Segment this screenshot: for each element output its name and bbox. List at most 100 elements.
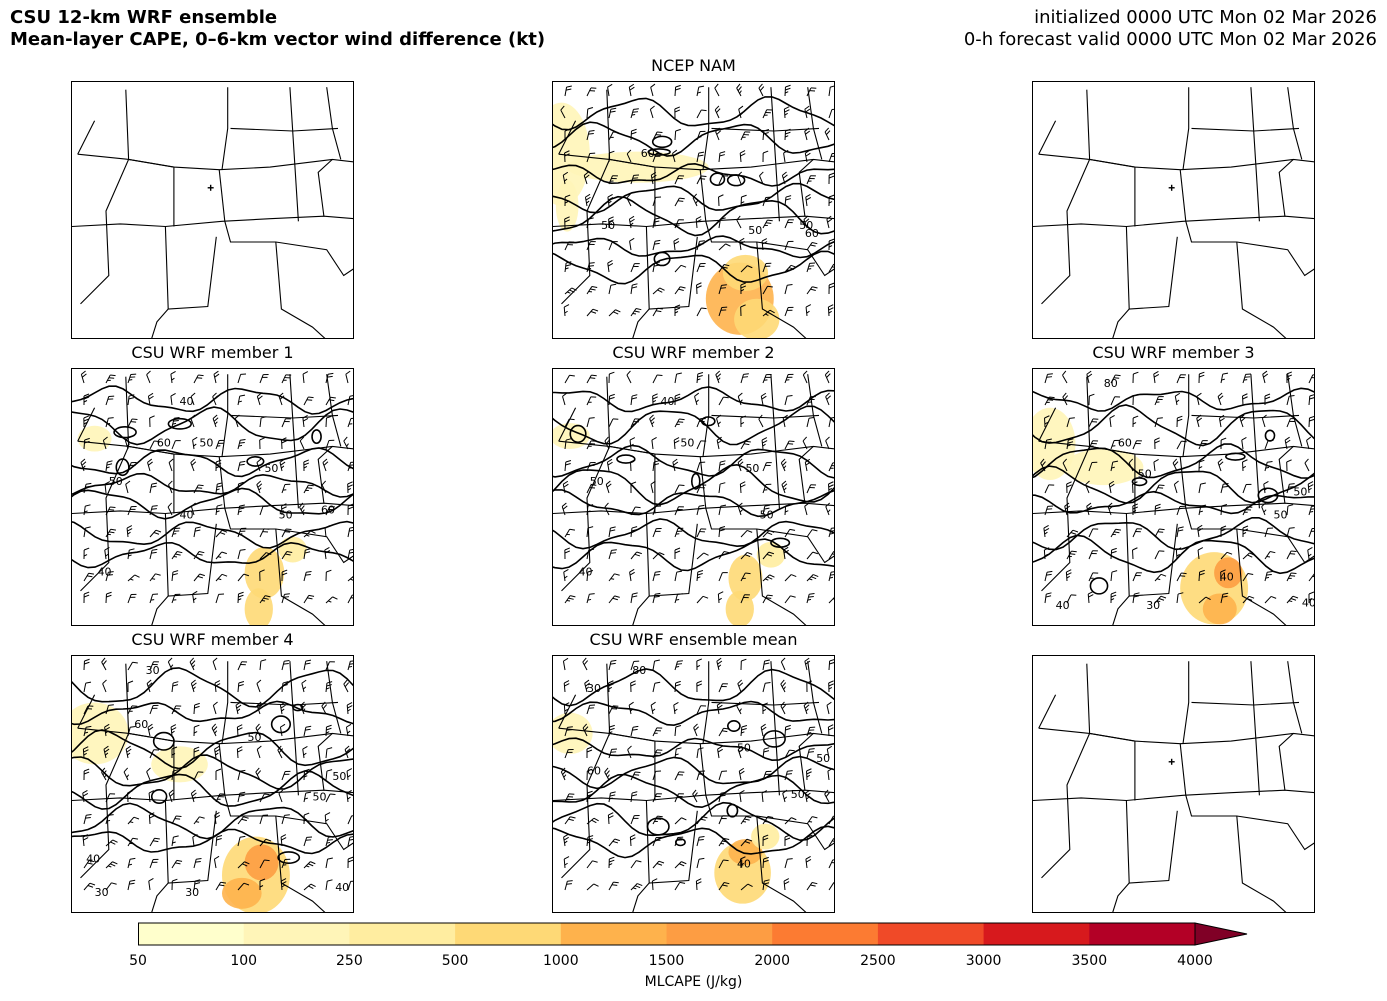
wind-barb-icon — [1220, 525, 1227, 537]
contour-loop — [651, 135, 673, 149]
wind-barb-icon — [716, 436, 723, 450]
wind-barb-icon — [652, 552, 665, 560]
state-boundary — [1287, 374, 1303, 447]
wind-barb-icon — [784, 219, 794, 229]
wind-barb-icon — [626, 370, 632, 384]
wind-barb-icon — [718, 859, 729, 869]
wind-barb-icon — [784, 395, 793, 406]
wind-barb-icon — [827, 304, 834, 317]
wind-barb-icon — [83, 705, 94, 715]
cape-area — [244, 588, 273, 625]
contour-loop — [726, 174, 746, 187]
wind-barb-icon — [171, 769, 179, 781]
wind-barb-icon — [629, 834, 636, 847]
wind-barb-icon — [561, 502, 568, 516]
wind-barb-icon — [762, 219, 773, 229]
map-svg — [1033, 87, 1314, 338]
wind-barb-icon — [586, 396, 597, 406]
state-boundary — [1185, 795, 1314, 851]
colorbar-tick-label: 4000 — [1177, 953, 1213, 969]
contour-line — [72, 729, 353, 770]
wind-barb-icon — [1173, 480, 1179, 494]
wind-barb-icon — [824, 127, 831, 141]
wind-barb-icon — [1239, 414, 1246, 428]
wind-barb-icon — [672, 458, 679, 472]
wind-barb-icon — [237, 573, 250, 582]
wind-barb-icon — [762, 659, 770, 671]
wind-barb-icon — [1286, 572, 1297, 582]
wind-barb-icon — [804, 127, 811, 141]
wind-barb-icon — [255, 767, 262, 781]
wind-barb-icon — [805, 193, 812, 207]
wind-barb-icon — [259, 878, 266, 890]
wind-barb-icon — [149, 858, 159, 869]
wind-barb-icon — [279, 723, 286, 737]
wind-barb-icon — [630, 771, 641, 781]
contour-label: 80 — [632, 664, 646, 677]
contour-label: 50 — [816, 752, 830, 765]
wind-barb-icon — [562, 171, 569, 185]
wind-barb-icon — [193, 746, 200, 759]
wind-barb-icon — [828, 263, 834, 273]
wind-barb-icon — [1261, 414, 1267, 428]
map-frame — [1032, 81, 1315, 339]
state-boundary — [1250, 661, 1260, 796]
wind-barb-icon — [1286, 504, 1294, 516]
wind-barb-icon — [652, 836, 662, 847]
contour-label: 50 — [199, 436, 213, 449]
wind-barb-icon — [828, 238, 834, 251]
wind-barb-icon — [586, 704, 596, 715]
wind-barb-icon — [1088, 393, 1095, 406]
panel-title: NCEP NAM — [651, 56, 736, 75]
wind-barb-icon — [584, 679, 591, 693]
cape-shading — [77, 425, 307, 625]
wind-barb-icon — [149, 415, 155, 428]
wind-barb-icon — [718, 683, 728, 693]
contour-label: 40 — [1056, 599, 1070, 612]
wind-barb-icon — [563, 304, 570, 317]
wind-barb-icon — [762, 702, 769, 715]
state-boundary — [770, 374, 780, 509]
wind-barb-icon — [1154, 573, 1167, 582]
wind-barb-icon — [696, 307, 707, 317]
wind-barb-icon — [281, 503, 287, 516]
wind-barb-icon — [674, 506, 684, 516]
colorbar-tick-label: 250 — [336, 953, 363, 969]
wind-barb-icon — [718, 727, 729, 737]
wind-barb-icon — [762, 856, 769, 869]
wind-barb-icon — [1286, 527, 1295, 538]
wind-barb-icon — [325, 661, 335, 671]
wind-barb-icon — [740, 194, 747, 207]
wind-barb-icon — [607, 83, 613, 97]
wind-barb-icon — [1044, 373, 1053, 384]
cape-area — [1033, 407, 1076, 480]
wind-barb-icon — [1154, 417, 1163, 428]
contour-label: 50 — [590, 475, 604, 488]
wind-barb-icon — [608, 131, 619, 141]
state-boundary — [1112, 882, 1130, 912]
state-boundary — [798, 445, 814, 504]
wind-barb-icon — [828, 837, 834, 847]
wind-barb-icon — [696, 504, 705, 516]
contour-label: 50 — [1293, 485, 1307, 498]
wind-barb-icon — [826, 215, 833, 229]
state-boundary — [705, 795, 834, 851]
map-svg: 80 60 50 50 50 40 40 30 40 — [1033, 370, 1314, 625]
contour-label: 50 — [313, 790, 327, 803]
wind-barb-icon — [828, 282, 834, 295]
wind-barb-icon — [762, 529, 775, 538]
wind-barb-icon — [608, 881, 619, 891]
wind-barb-icon — [325, 857, 333, 869]
wind-barb-icon — [1308, 591, 1314, 603]
state-boundary — [558, 694, 577, 729]
wind-barb-icon — [692, 789, 698, 803]
wind-barb-icon — [105, 417, 114, 428]
wind-barb-icon — [564, 749, 574, 759]
wind-barb-icon — [762, 747, 770, 759]
wind-barb-icon — [1110, 570, 1118, 582]
contour-loop — [113, 426, 137, 439]
contour-labels: 80 60 50 50 50 40 40 30 40 — [1056, 377, 1314, 612]
wind-barb-icon — [325, 415, 332, 428]
wind-barb-icon — [1196, 414, 1203, 428]
wind-barb-icon — [127, 837, 139, 847]
